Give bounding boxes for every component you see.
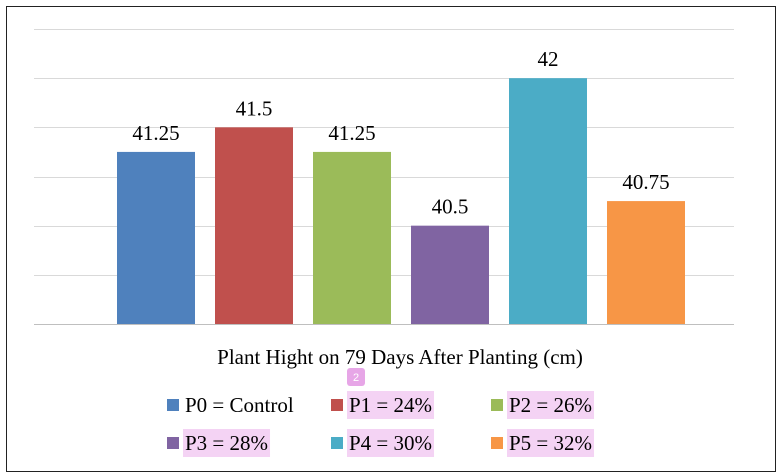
overlay-badge: 2 <box>347 368 365 386</box>
data-labels: 41.25 41.5 41.25 40.5 42 40.75 <box>132 47 669 219</box>
bar-p5 <box>607 201 685 324</box>
legend-highlight-p2 <box>507 391 595 419</box>
data-label-p5: 40.75 <box>622 170 669 194</box>
bar-p1 <box>215 127 293 324</box>
legend-highlight-p3 <box>183 429 271 457</box>
legend-label-p5: P5 = 32% <box>509 431 592 455</box>
legend-swatch-p1 <box>331 399 343 411</box>
legend-swatch-p0 <box>167 399 179 411</box>
data-label-p2: 41.25 <box>328 121 375 145</box>
legend: P0 = Control P1 = 24% P2 = 26% P3 = 28% P4 =… <box>167 393 592 455</box>
bar-p0 <box>117 151 195 324</box>
data-label-p3: 40.5 <box>432 195 469 219</box>
legend-label-p4: P4 = 30% <box>349 431 432 455</box>
x-axis-title: Plant Hight on 79 Days After Planting (c… <box>217 345 583 369</box>
data-label-p4: 42 <box>538 47 559 71</box>
bar-p3 <box>411 225 489 324</box>
legend-highlight-p4 <box>347 429 435 457</box>
bar-p4 <box>509 78 587 325</box>
legend-highlights <box>183 391 595 457</box>
legend-label-p1: P1 = 24% <box>349 393 432 417</box>
legend-swatch-p5 <box>491 437 503 449</box>
bars <box>117 78 685 325</box>
data-label-p0: 41.25 <box>132 121 179 145</box>
legend-highlight-p5 <box>507 429 595 457</box>
legend-highlight-p1 <box>347 391 435 419</box>
legend-swatch-p4 <box>331 437 343 449</box>
legend-label-p3: P3 = 28% <box>185 431 268 455</box>
bar-p2 <box>313 151 391 324</box>
badge-text: 2 <box>353 372 359 384</box>
legend-label-p0: P0 = Control <box>185 393 294 417</box>
badge-box <box>347 368 365 386</box>
legend-swatch-p3 <box>167 437 179 449</box>
legend-label-p2: P2 = 26% <box>509 393 592 417</box>
legend-swatch-p2 <box>491 399 503 411</box>
data-label-p1: 41.5 <box>236 96 273 120</box>
